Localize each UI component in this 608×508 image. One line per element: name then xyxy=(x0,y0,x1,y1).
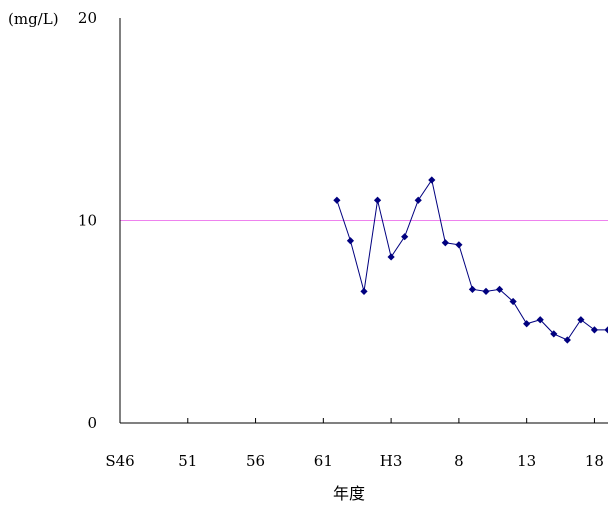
data-point-marker xyxy=(428,176,436,184)
data-point-marker xyxy=(387,253,395,261)
data-point-marker xyxy=(604,326,608,334)
data-point-marker xyxy=(333,196,341,204)
x-tick-label: H3 xyxy=(380,452,403,470)
x-tick-label: 18 xyxy=(585,452,604,470)
data-point-marker xyxy=(482,287,490,295)
y-tick-label: 10 xyxy=(78,212,97,230)
y-tick-label: 20 xyxy=(78,9,97,27)
data-point-marker xyxy=(360,287,368,295)
data-point-marker xyxy=(441,239,449,247)
x-axis-title: 年度 xyxy=(333,484,365,503)
x-tick-label: 61 xyxy=(314,452,333,470)
data-point-marker xyxy=(523,320,531,328)
x-tick-label: 56 xyxy=(246,452,265,470)
data-point-marker xyxy=(495,285,504,293)
series-line xyxy=(336,178,608,341)
x-tick-label: S46 xyxy=(105,452,134,470)
data-point-marker xyxy=(373,196,382,204)
x-tick-label: 51 xyxy=(178,452,197,470)
y-unit-label: (mg/L) xyxy=(8,10,59,28)
x-tick-label: 8 xyxy=(454,452,464,470)
data-point-marker xyxy=(401,233,409,241)
y-tick-labels: 0 10 20 xyxy=(78,9,97,432)
data-point-marker xyxy=(536,316,544,324)
data-point-marker xyxy=(509,297,517,306)
data-point-marker xyxy=(455,241,463,249)
data-point-marker xyxy=(346,237,355,245)
data-point-marker xyxy=(577,316,585,324)
data-point-marker xyxy=(414,196,422,204)
x-tick-label: 13 xyxy=(517,452,536,470)
data-point-marker xyxy=(550,330,558,338)
data-point-marker xyxy=(563,336,571,344)
y-tick-label: 0 xyxy=(87,414,97,432)
series-group xyxy=(333,176,608,344)
x-tick-marks xyxy=(119,418,595,423)
data-point-marker xyxy=(590,326,599,334)
x-tick-labels: S46 51 56 61 H3 8 13 18 xyxy=(105,452,604,470)
data-point-marker xyxy=(468,285,477,293)
